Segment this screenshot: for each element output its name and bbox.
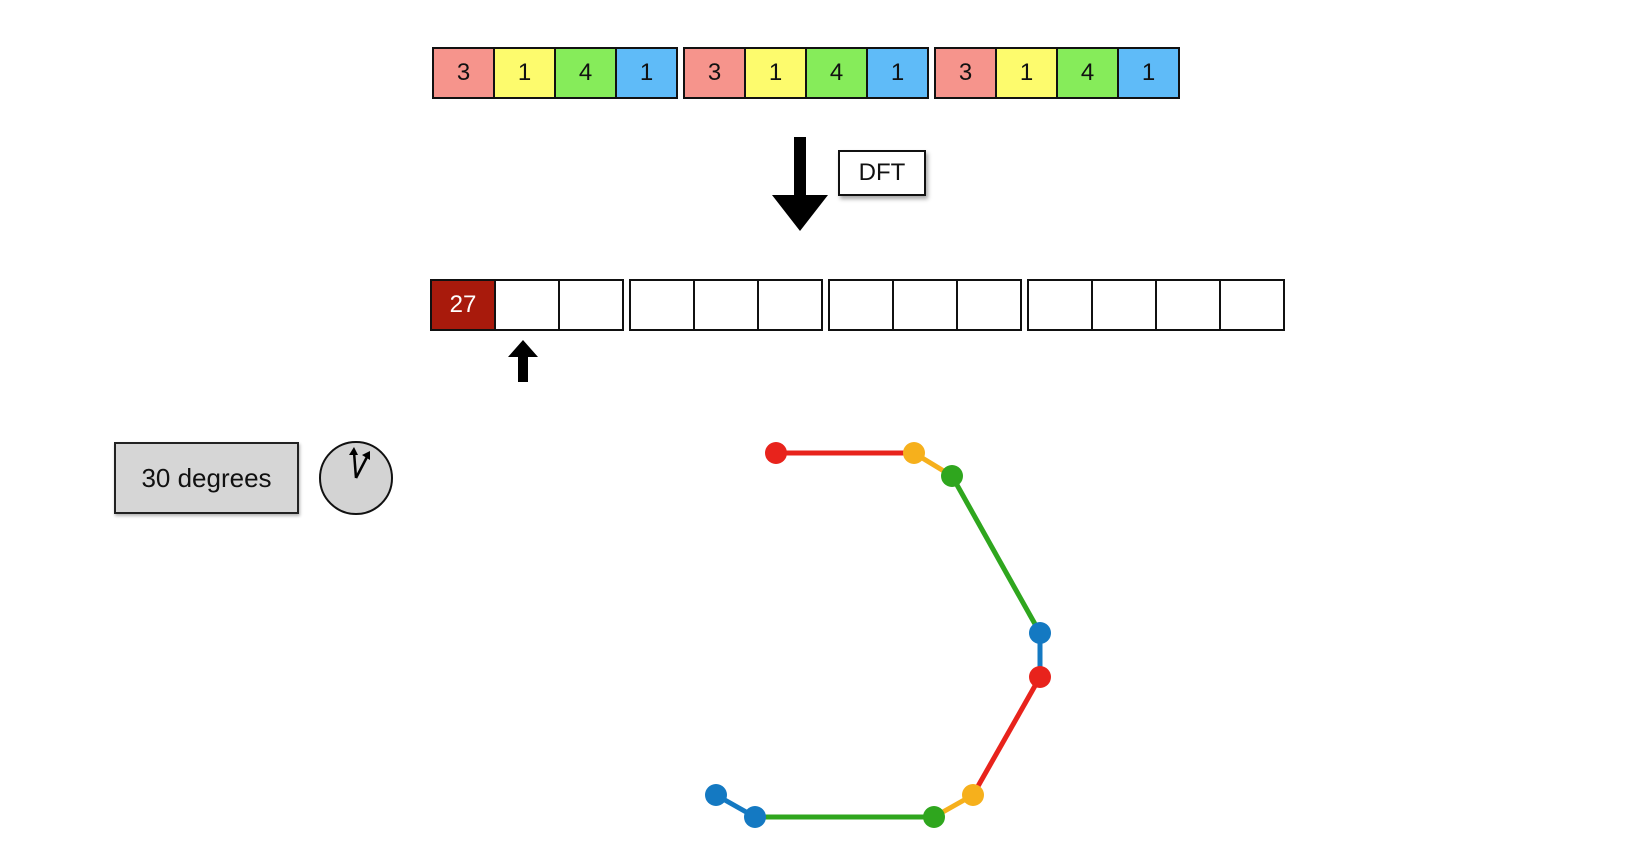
angle-display: 30 degrees bbox=[114, 442, 299, 514]
phasor-joint bbox=[744, 806, 766, 828]
output-sequence: 27 bbox=[430, 279, 1285, 331]
output-cell-filled: 27 bbox=[430, 279, 496, 331]
phasor-joint bbox=[1029, 666, 1051, 688]
phasor-joint bbox=[765, 442, 787, 464]
phasor-joint bbox=[903, 442, 925, 464]
phasor-joint bbox=[962, 784, 984, 806]
output-cell bbox=[956, 279, 1022, 331]
input-cell: 4 bbox=[1056, 47, 1119, 99]
phasor-joint bbox=[941, 465, 963, 487]
dial-hand-vertical bbox=[352, 451, 358, 479]
phasor-joint bbox=[1029, 622, 1051, 644]
dial-hand-rotated bbox=[354, 454, 370, 479]
phasor-segment bbox=[970, 675, 1043, 797]
up-arrow-icon bbox=[508, 340, 538, 382]
output-cell bbox=[1091, 279, 1157, 331]
phasor-joint bbox=[705, 784, 727, 806]
phasor-joint bbox=[923, 806, 945, 828]
rotation-dial-icon bbox=[319, 441, 393, 515]
input-cell: 1 bbox=[615, 47, 678, 99]
down-arrow-icon bbox=[772, 137, 828, 231]
input-cell: 1 bbox=[866, 47, 929, 99]
output-cell bbox=[757, 279, 823, 331]
input-cell: 3 bbox=[683, 47, 746, 99]
output-cell bbox=[828, 279, 894, 331]
input-cell: 4 bbox=[554, 47, 617, 99]
input-cell: 4 bbox=[805, 47, 868, 99]
output-cell bbox=[1219, 279, 1285, 331]
input-cell: 3 bbox=[432, 47, 495, 99]
output-cell bbox=[1027, 279, 1093, 331]
input-cell: 1 bbox=[1117, 47, 1180, 99]
output-cell bbox=[629, 279, 695, 331]
dft-label: DFT bbox=[838, 150, 926, 196]
output-cell bbox=[558, 279, 624, 331]
input-cell: 1 bbox=[493, 47, 556, 99]
output-cell bbox=[494, 279, 560, 331]
input-cell: 3 bbox=[934, 47, 997, 99]
phasor-segment bbox=[949, 474, 1043, 635]
